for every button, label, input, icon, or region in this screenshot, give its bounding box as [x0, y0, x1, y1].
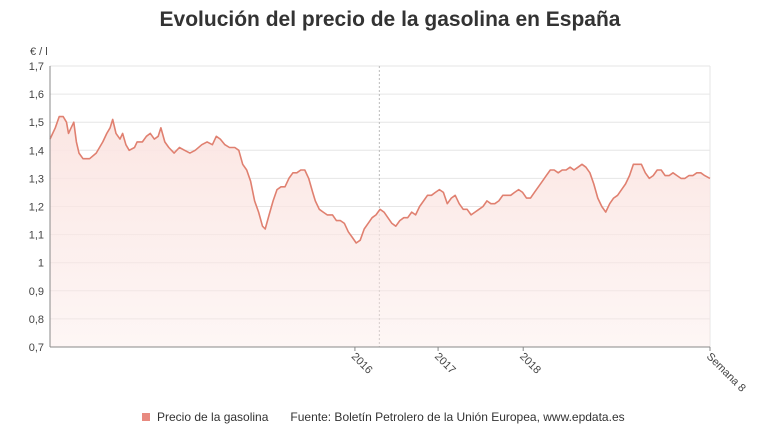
- legend-series-name: Precio de la gasolina: [157, 410, 269, 424]
- legend: Precio de la gasolina Fuente: Boletín Pe…: [142, 410, 625, 424]
- y-tick-label: 1: [38, 258, 44, 270]
- x-tick-label: 2016: [349, 351, 375, 377]
- series-line: [49, 115, 711, 244]
- y-axis-label: € / l: [30, 46, 48, 58]
- y-tick-labels: 0,7 0,8 0,9 1 1,1 1,2 1,3 1,4 1,5 1,6 1,7: [29, 61, 44, 354]
- chart-title: Evolución del precio de la gasolina en E…: [159, 8, 621, 31]
- y-tick-label: 1,7: [29, 61, 44, 73]
- x-tick-label: Semana 8: [704, 351, 748, 395]
- y-tick-label: 1,6: [29, 89, 44, 101]
- y-tick-label: 1,4: [29, 145, 44, 157]
- source-note: Fuente: Boletín Petrolero de la Unión Eu…: [290, 410, 625, 424]
- x-tick-label: 2018: [517, 351, 543, 377]
- y-tick-label: 0,8: [29, 314, 44, 326]
- y-tick-label: 1,5: [29, 117, 44, 129]
- x-tick-labels: 2016 2017 2018 Semana 8: [349, 347, 748, 395]
- x-tick-label: 2017: [432, 351, 458, 377]
- legend-swatch: [142, 413, 150, 421]
- y-tick-label: 0,7: [29, 342, 44, 354]
- axes: [49, 66, 710, 348]
- y-tick-label: 0,9: [29, 286, 44, 298]
- series-area: [50, 116, 710, 347]
- area-layer: [49, 115, 711, 347]
- y-tick-label: 1,3: [29, 173, 44, 185]
- y-tick-label: 1,1: [29, 230, 44, 242]
- y-tick-label: 1,2: [29, 202, 44, 214]
